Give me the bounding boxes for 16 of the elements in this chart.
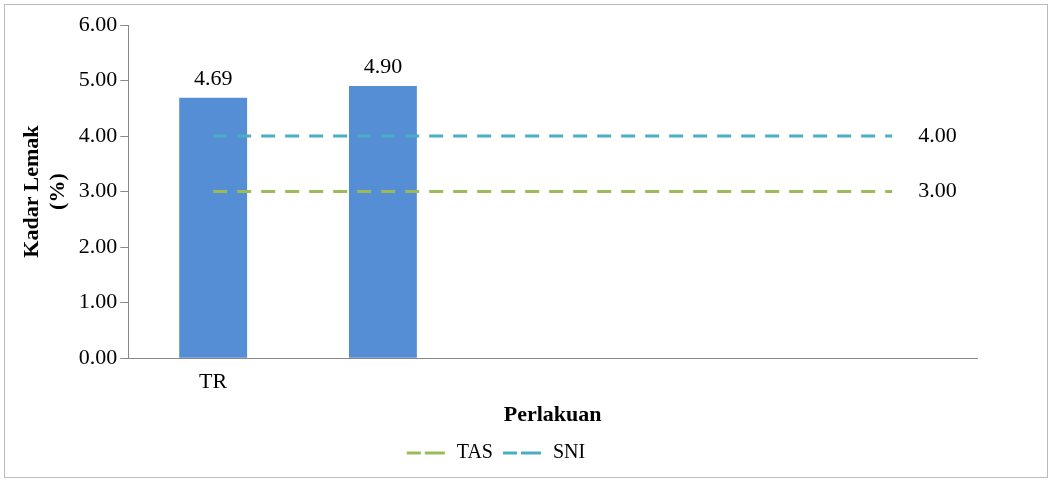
legend-label: TAS — [456, 440, 493, 463]
data-label: 4.00 — [918, 121, 957, 147]
data-label: 3.00 — [918, 177, 957, 203]
y-tick-label: 3.00 — [78, 177, 118, 203]
x-axis-title: Perlakuan — [503, 401, 602, 427]
y-tick-label: 6.00 — [78, 10, 118, 36]
data-label: 4.69 — [193, 64, 233, 90]
legend-label: SNI — [552, 440, 586, 463]
y-tick-label: 2.00 — [78, 232, 118, 258]
y-tick-label: 5.00 — [78, 66, 118, 92]
y-tick-label: 4.00 — [78, 121, 118, 147]
y-tick-label: 1.00 — [78, 288, 118, 314]
x-tick-label: TR — [199, 368, 228, 394]
data-label: 4.90 — [363, 52, 403, 78]
y-tick-label: 0.00 — [78, 343, 118, 369]
y-axis-title: Kadar Lemak (%) — [17, 124, 70, 258]
